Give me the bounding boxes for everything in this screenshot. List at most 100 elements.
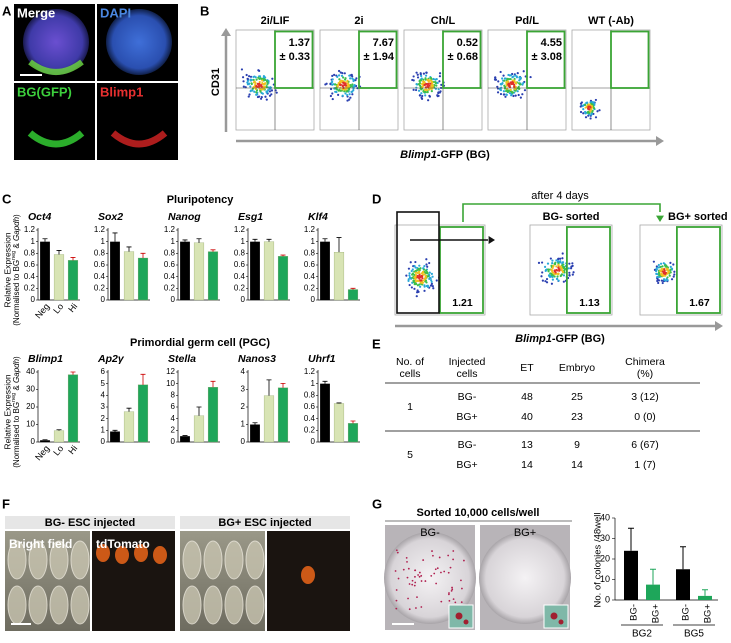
flow-dot <box>408 274 411 277</box>
flow-dot <box>241 76 245 79</box>
error-bar <box>182 435 188 437</box>
x-axis-gene: Blimp1 <box>400 149 437 161</box>
y-axis-label: Relative Expression <box>2 374 12 449</box>
flow-dot <box>672 263 675 266</box>
flow-dot <box>414 271 417 274</box>
flow-dot <box>598 109 601 112</box>
flow-dot <box>343 78 347 81</box>
y-tick-label: 1 <box>101 237 106 246</box>
colony-dot <box>433 572 436 575</box>
colony-dot <box>413 584 416 587</box>
flow-dot <box>350 90 353 93</box>
flow-dot <box>410 286 413 289</box>
gate <box>439 226 484 314</box>
flow-dot <box>240 68 244 71</box>
error-bar <box>336 237 342 253</box>
x-tick-label: BG+ <box>651 604 662 624</box>
flow-dot <box>556 275 559 278</box>
y-tick-label: 4 <box>241 367 246 376</box>
flow-dot <box>661 265 664 268</box>
flow-dot <box>584 116 588 119</box>
flow-dot <box>673 270 676 273</box>
y-tick-label: 1.2 <box>24 225 36 234</box>
flow-dot <box>247 79 250 82</box>
bar <box>40 440 50 442</box>
flow-dot <box>435 84 438 87</box>
colony-dot <box>447 554 450 557</box>
flow-dot <box>414 277 417 280</box>
y-axis-part: & <box>12 383 21 393</box>
flow-dot <box>337 93 340 96</box>
colony-dot <box>418 575 421 578</box>
flow-dot <box>434 78 437 81</box>
flow-dot <box>429 284 433 287</box>
y-tick-label: 1 <box>31 237 36 246</box>
flow-dot <box>430 90 433 93</box>
error-bar <box>126 407 132 412</box>
y-tick-label: 0.6 <box>234 260 246 269</box>
channel-label: Bright field <box>9 537 72 551</box>
x-axis-label: Blimp1-GFP (BG) <box>400 149 490 161</box>
flow-dot <box>655 268 658 271</box>
colony-dot <box>411 583 414 586</box>
flow-dot <box>339 83 342 86</box>
y-axis-label: Relative Expression <box>2 232 12 307</box>
flow-dot <box>503 85 507 88</box>
flow-dot <box>506 90 510 94</box>
x-axis-label: Blimp1-GFP (BG) <box>515 333 605 345</box>
flow-dot <box>408 283 411 287</box>
flow-dot <box>428 94 431 97</box>
flow-dot <box>265 90 268 93</box>
flow-dot <box>546 262 550 265</box>
flow-dot <box>523 89 527 92</box>
flow-dot <box>419 73 422 76</box>
flow-dot <box>561 257 564 260</box>
error-bar <box>266 238 272 242</box>
table-cell: BG+ <box>456 411 477 423</box>
flow-dot <box>670 278 674 281</box>
flow-dot <box>569 267 573 270</box>
colony-dot <box>422 559 425 561</box>
colony-dot <box>395 589 398 591</box>
y-tick-label: 0.4 <box>304 272 316 281</box>
gate-percent: 1.13 <box>579 297 600 309</box>
flow-dot <box>413 287 416 290</box>
gate-error: ± 0.68 <box>447 51 478 63</box>
bar <box>137 384 149 443</box>
colony-dot <box>395 607 398 610</box>
bar <box>646 584 660 600</box>
y-axis-label: CD31 <box>210 68 222 96</box>
flow-dot <box>557 267 560 270</box>
flow-dot <box>668 274 671 277</box>
bar <box>110 431 120 442</box>
flow-dot <box>551 271 555 274</box>
y-tick-label: 1.2 <box>304 367 316 376</box>
sort-arrow <box>462 203 661 222</box>
embryo <box>7 540 27 580</box>
colony-dot <box>414 575 416 578</box>
y-tick-label: 0.6 <box>94 260 106 269</box>
colony <box>106 9 172 75</box>
flow-dot <box>568 262 571 265</box>
flow-dot <box>589 110 592 113</box>
y-tick-label: 40 <box>600 512 610 522</box>
flow-dot <box>568 271 571 274</box>
embryo <box>203 585 223 625</box>
bar <box>263 241 275 301</box>
flow-dot <box>354 79 357 82</box>
flow-dot <box>410 269 413 273</box>
section-title: Primordial germ cell (PGC) <box>130 337 270 349</box>
flow-dot <box>557 279 560 282</box>
y-tick-label: 1 <box>311 237 316 246</box>
flow-dot <box>669 265 672 268</box>
flow-dot <box>414 266 417 269</box>
flow-dot <box>348 74 351 77</box>
flow-dot <box>508 91 511 95</box>
y-tick-label: 0.6 <box>304 260 316 269</box>
plot-title: BG- sorted <box>543 211 600 223</box>
x-tick-label: BG- <box>681 604 692 621</box>
y-axis-part: (Normalised to BG <box>12 402 21 468</box>
flow-dot <box>416 271 419 274</box>
flow-dot <box>568 274 571 277</box>
colony-dot <box>463 559 465 562</box>
